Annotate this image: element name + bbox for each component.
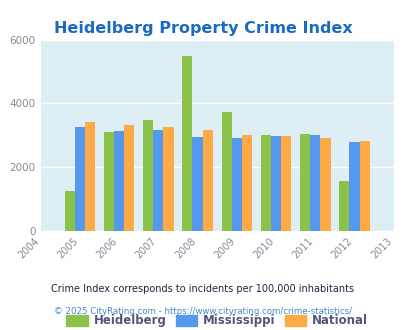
Bar xyxy=(270,136,281,231)
Bar xyxy=(153,130,163,231)
Text: Crime Index corresponds to incidents per 100,000 inhabitants: Crime Index corresponds to incidents per… xyxy=(51,284,354,294)
Bar xyxy=(85,122,95,231)
Bar xyxy=(163,127,173,231)
Bar xyxy=(124,125,134,231)
Bar xyxy=(114,130,124,231)
Bar xyxy=(192,137,202,231)
Bar xyxy=(320,139,330,231)
Bar xyxy=(260,135,270,231)
Bar xyxy=(64,191,75,231)
Bar xyxy=(339,181,349,231)
Bar xyxy=(231,138,241,231)
Bar xyxy=(104,132,114,231)
Bar xyxy=(202,130,212,231)
Bar xyxy=(75,127,85,231)
Bar xyxy=(349,142,359,231)
Bar xyxy=(299,134,309,231)
Bar xyxy=(359,141,369,231)
Text: Heidelberg Property Crime Index: Heidelberg Property Crime Index xyxy=(53,20,352,36)
Bar xyxy=(143,120,153,231)
Bar xyxy=(309,135,320,231)
Bar xyxy=(182,56,192,231)
Bar xyxy=(281,136,291,231)
Bar xyxy=(221,112,231,231)
Legend: Heidelberg, Mississippi, National: Heidelberg, Mississippi, National xyxy=(62,310,372,330)
Bar xyxy=(241,135,252,231)
Text: © 2025 CityRating.com - https://www.cityrating.com/crime-statistics/: © 2025 CityRating.com - https://www.city… xyxy=(54,307,351,316)
